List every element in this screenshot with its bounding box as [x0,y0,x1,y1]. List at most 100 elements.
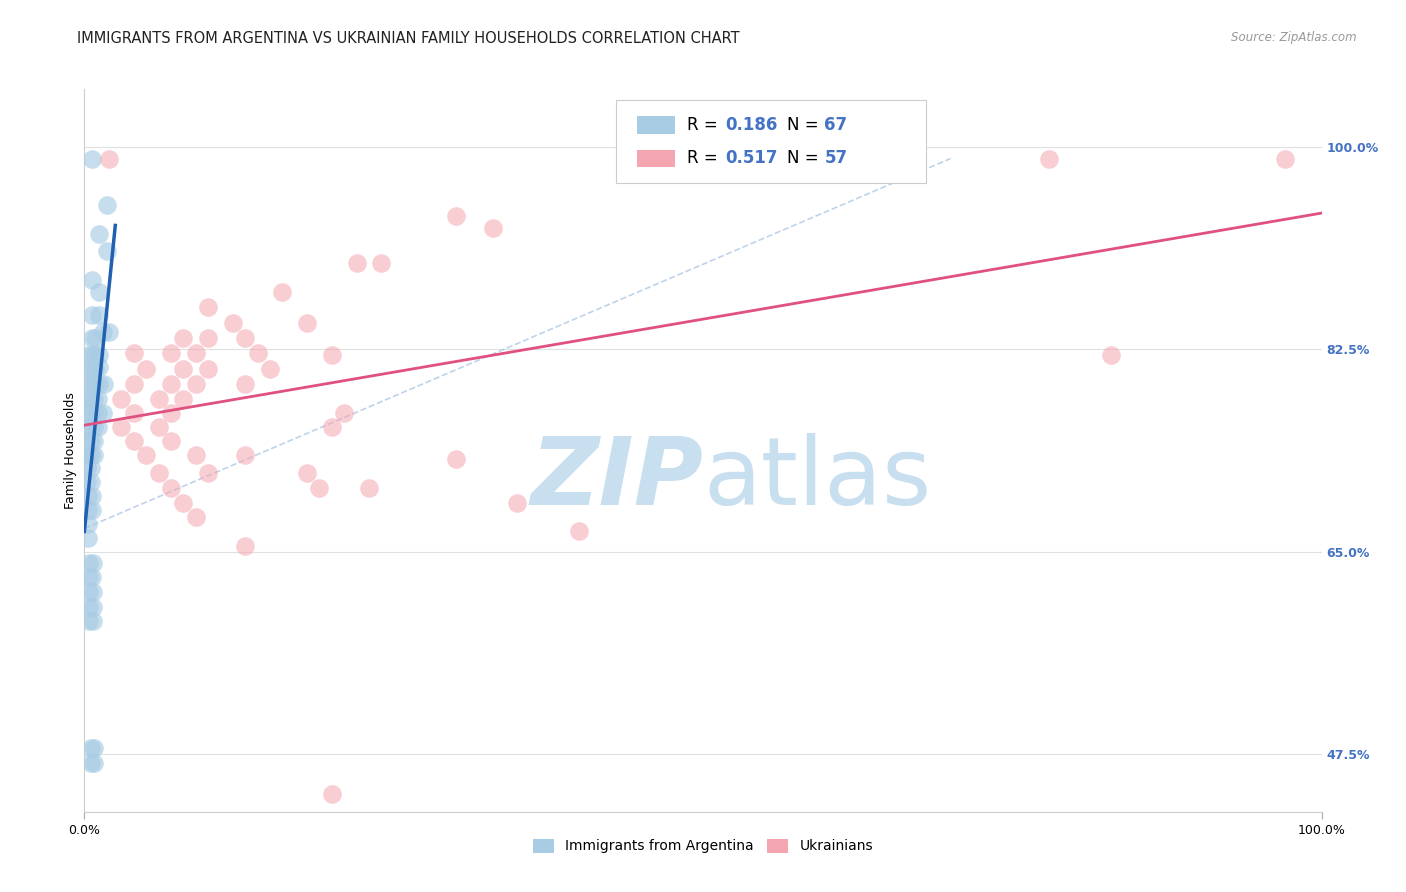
Point [76,419,98,434]
Point [184,376,207,391]
Point [96,244,118,258]
Text: atlas: atlas [703,434,931,525]
Point [82,600,104,615]
Point [91,406,114,420]
Text: 67: 67 [824,116,848,134]
Text: Source: ZipAtlas.com: Source: ZipAtlas.com [1232,31,1357,45]
Point [89,359,111,374]
Point [233,331,256,345]
Point [77,503,100,517]
Point [877,152,900,166]
Point [122,345,145,359]
Point [233,448,256,462]
Point [83,392,105,406]
Point [84,331,107,345]
Point [1038,152,1060,166]
Point [77,376,100,391]
Point [1274,152,1296,166]
Point [79,406,101,420]
Point [172,362,194,376]
Point [82,614,104,628]
Point [160,376,183,391]
Point [79,419,101,434]
Point [89,227,111,241]
Point [160,345,183,359]
Point [568,524,591,538]
Text: IMMIGRANTS FROM ARGENTINA VS UKRAINIAN FAMILY HOUSEHOLDS CORRELATION CHART: IMMIGRANTS FROM ARGENTINA VS UKRAINIAN F… [77,31,740,46]
Text: ZIP: ZIP [530,434,703,525]
Point [184,345,207,359]
Point [80,489,103,503]
Point [122,376,145,391]
Point [444,452,467,467]
Point [246,345,269,359]
Point [80,152,103,166]
Point [83,406,105,420]
Point [295,316,318,330]
Point [110,419,132,434]
Point [80,308,103,322]
Point [197,362,219,376]
Point [77,531,100,545]
Point [80,331,103,345]
Point [77,362,100,376]
FancyBboxPatch shape [637,116,675,134]
Point [79,600,101,615]
Point [184,448,207,462]
Point [197,331,219,345]
Point [135,448,157,462]
Point [79,556,101,570]
Point [308,481,330,495]
Point [89,376,111,391]
Point [481,221,503,235]
Point [79,741,101,756]
Text: 0.517: 0.517 [725,149,778,168]
Point [76,406,98,420]
Point [135,362,157,376]
Point [79,570,101,584]
Point [80,503,103,517]
Point [172,496,194,510]
Point [98,325,121,339]
Point [80,348,103,362]
Point [148,392,170,406]
Point [80,570,103,584]
Point [172,392,194,406]
Point [83,419,105,434]
Point [321,348,343,362]
Point [346,255,368,269]
Point [321,419,343,434]
Point [83,434,105,448]
Point [197,466,219,480]
Text: R =: R = [688,149,723,168]
Point [222,316,245,330]
Point [110,392,132,406]
Point [89,348,111,362]
Point [91,325,114,339]
Text: R =: R = [688,116,723,134]
Point [233,376,256,391]
Point [160,481,183,495]
Point [79,585,101,599]
Point [80,376,103,391]
Point [259,362,281,376]
Point [84,376,107,391]
Point [79,434,101,448]
Point [333,406,356,420]
Y-axis label: Family Households: Family Households [65,392,77,509]
Point [96,198,118,212]
Point [172,331,194,345]
Text: 57: 57 [824,149,848,168]
Point [160,434,183,448]
Point [271,285,294,299]
Point [84,348,107,362]
Point [80,273,103,287]
Point [76,448,98,462]
Point [148,466,170,480]
Text: N =: N = [787,116,824,134]
Point [76,392,98,406]
Point [87,406,110,420]
Point [79,448,101,462]
Text: N =: N = [787,149,824,168]
Point [357,481,380,495]
